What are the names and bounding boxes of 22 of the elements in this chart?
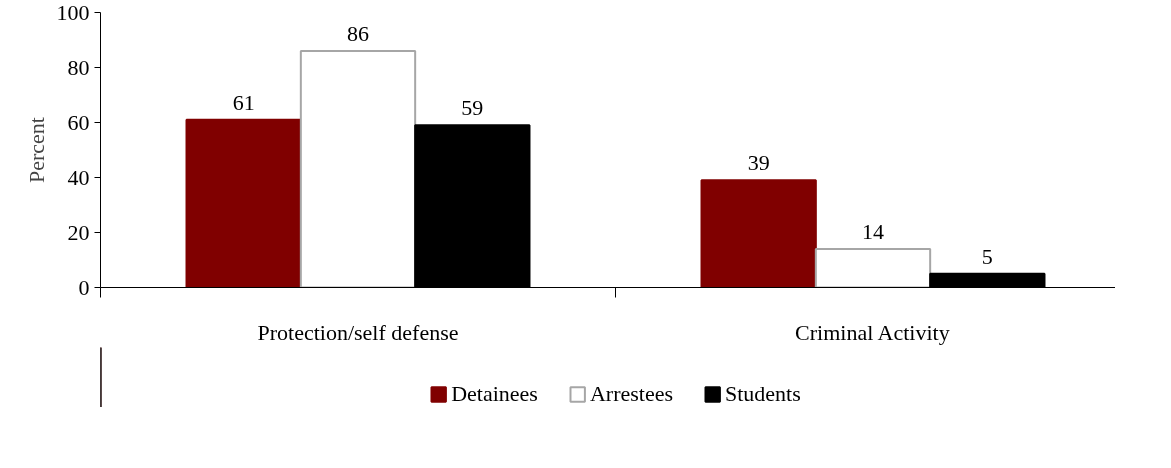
y-axis-title: Percent [23,117,49,183]
bar [185,118,302,288]
y-tick-label: 20 [67,219,90,245]
data-label: 14 [862,219,884,244]
bar [814,248,932,288]
y-tick-label: 80 [67,54,90,80]
x-tick-label: Criminal Activity [795,319,950,345]
legend-label: Arrestees [589,381,674,407]
y-tick-label: 100 [56,0,90,25]
data-label: 59 [461,95,484,121]
data-label: 86 [347,21,369,46]
data-label: 5 [981,243,993,269]
legend-label: Detainees [451,381,538,407]
data-label: 61 [232,89,255,115]
bar [700,179,817,288]
legend-label: Students [725,381,801,407]
bar [299,50,417,288]
y-tick-label: 40 [67,164,90,190]
y-tick-label: 60 [67,109,90,135]
y-tick-label: 0 [78,274,90,300]
x-tick-label: Protection/self defense [257,319,459,345]
data-label: 39 [747,150,770,176]
